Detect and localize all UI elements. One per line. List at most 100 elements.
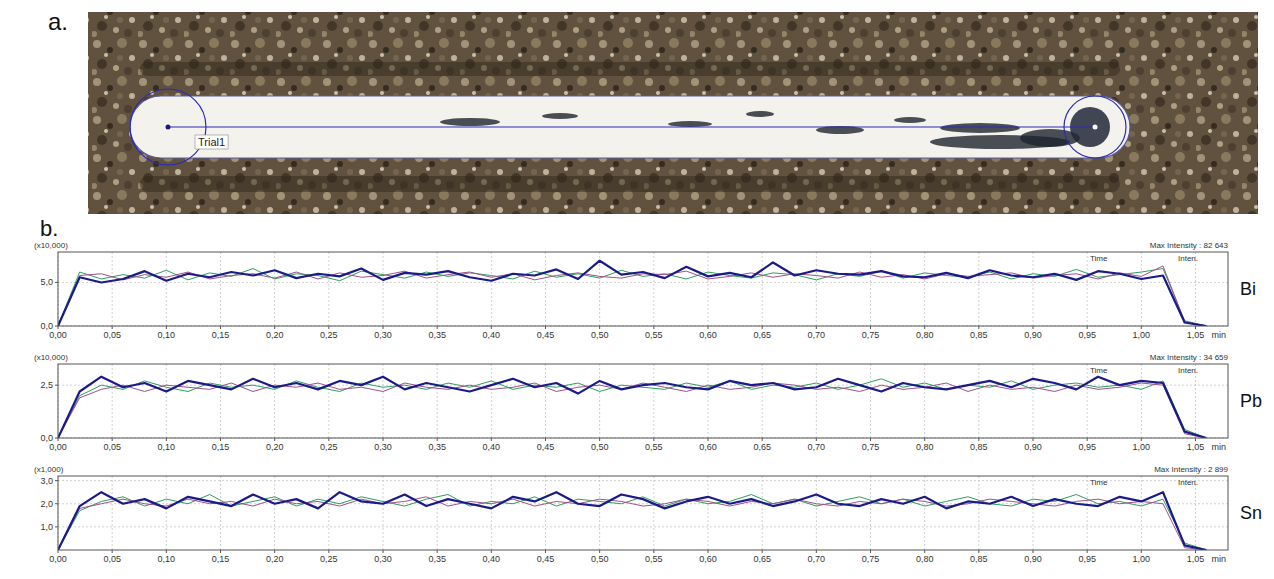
grid-line — [437, 364, 438, 438]
x-tick — [545, 326, 546, 329]
grid-line — [1195, 252, 1196, 326]
track-streak — [746, 111, 774, 117]
grid-line — [870, 476, 871, 550]
x-tick-label: 0,90 — [1024, 330, 1042, 340]
x-tick — [491, 550, 492, 553]
grid-line — [1033, 476, 1034, 550]
x-tick — [1141, 550, 1142, 553]
x-tick — [599, 326, 600, 329]
traces — [58, 261, 1206, 326]
x-tick — [1033, 326, 1034, 329]
x-tick — [708, 550, 709, 553]
x-tick — [1195, 438, 1196, 441]
annotation: Inten. — [1178, 478, 1198, 487]
micrograph — [88, 12, 1258, 214]
grid-line — [816, 364, 817, 438]
track-streak — [542, 113, 578, 119]
x-tick-label: 0,95 — [1078, 442, 1096, 452]
y-tick — [55, 503, 58, 504]
grid-line — [437, 476, 438, 550]
y-tick-label: 0,0 — [40, 433, 53, 443]
y-axis-multiplier: (x1,000) — [34, 465, 64, 474]
x-tick — [58, 550, 59, 553]
y-tick-label: 5,0 — [40, 277, 53, 287]
element-label: Sn — [1240, 503, 1262, 523]
y-tick-label: 0,0 — [40, 321, 53, 331]
scan-start — [166, 125, 171, 130]
grid-line — [1087, 252, 1088, 326]
grid-line — [1195, 476, 1196, 550]
x-tick-label: 0,30 — [374, 554, 392, 564]
x-tick — [545, 438, 546, 441]
x-tick — [653, 438, 654, 441]
x-tick-label: 0,90 — [1024, 554, 1042, 564]
y-axis-multiplier: (x10,000) — [34, 353, 68, 362]
grid-line — [220, 252, 221, 326]
grid-line — [978, 252, 979, 326]
x-tick-label: 0,75 — [862, 442, 880, 452]
x-tick-label: 0,40 — [483, 554, 501, 564]
x-tick-label: 0,25 — [320, 442, 338, 452]
grid-line — [653, 476, 654, 550]
plot-frame — [58, 476, 1228, 550]
x-tick — [870, 550, 871, 553]
x-tick — [328, 550, 329, 553]
grid-line — [1141, 252, 1142, 326]
traces — [58, 492, 1206, 550]
ablation-track — [130, 96, 1130, 158]
grid-line — [274, 364, 275, 438]
x-tick-label: 0,75 — [862, 554, 880, 564]
grid-line — [653, 364, 654, 438]
grid-line — [112, 252, 113, 326]
x-tick-label: 0,45 — [537, 330, 555, 340]
x-tick — [978, 326, 979, 329]
grid-line — [653, 252, 654, 326]
traces — [58, 377, 1206, 438]
y-tick-label: 3,0 — [40, 476, 53, 486]
grid-line — [924, 364, 925, 438]
x-tick — [1195, 550, 1196, 553]
x-tick — [924, 550, 925, 553]
x-tick-label: 0,50 — [591, 554, 609, 564]
grid-line — [274, 252, 275, 326]
x-tick — [220, 550, 221, 553]
x-tick — [545, 550, 546, 553]
x-tick — [328, 326, 329, 329]
element-label: Pb — [1240, 391, 1262, 411]
micrograph-shade — [88, 12, 1258, 214]
grid-line — [328, 252, 329, 326]
grid-line — [1033, 364, 1034, 438]
grid-line — [112, 476, 113, 550]
x-tick — [816, 550, 817, 553]
grid-line — [274, 476, 275, 550]
annotation: Time — [1090, 366, 1108, 375]
x-tick — [491, 438, 492, 441]
x-tick-label: 0,10 — [158, 330, 176, 340]
x-tick — [220, 438, 221, 441]
grid-line — [708, 252, 709, 326]
x-tick — [112, 438, 113, 441]
x-tick-label: 1,05 — [1187, 442, 1205, 452]
grid-line — [166, 252, 167, 326]
grid-line — [599, 252, 600, 326]
x-tick-label: 0,70 — [808, 554, 826, 564]
intensity-trace — [58, 383, 1206, 438]
intensity-trace — [58, 261, 1206, 326]
x-tick-label: 0,95 — [1078, 554, 1096, 564]
x-tick-label: 1,05 — [1187, 330, 1205, 340]
grid-line — [870, 364, 871, 438]
x-tick — [274, 326, 275, 329]
x-tick — [383, 550, 384, 553]
x-tick — [1087, 550, 1088, 553]
x-tick-label: 0,85 — [970, 554, 988, 564]
x-tick — [491, 326, 492, 329]
x-axis-label: min — [1212, 330, 1227, 340]
x-tick — [112, 326, 113, 329]
grid-line — [762, 476, 763, 550]
x-tick-label: 1,00 — [1133, 442, 1151, 452]
x-tick — [166, 550, 167, 553]
x-tick-label: 0,40 — [483, 330, 501, 340]
x-tick — [1087, 326, 1088, 329]
grid-line — [1033, 252, 1034, 326]
y-tick-label: 2,5 — [40, 380, 53, 390]
